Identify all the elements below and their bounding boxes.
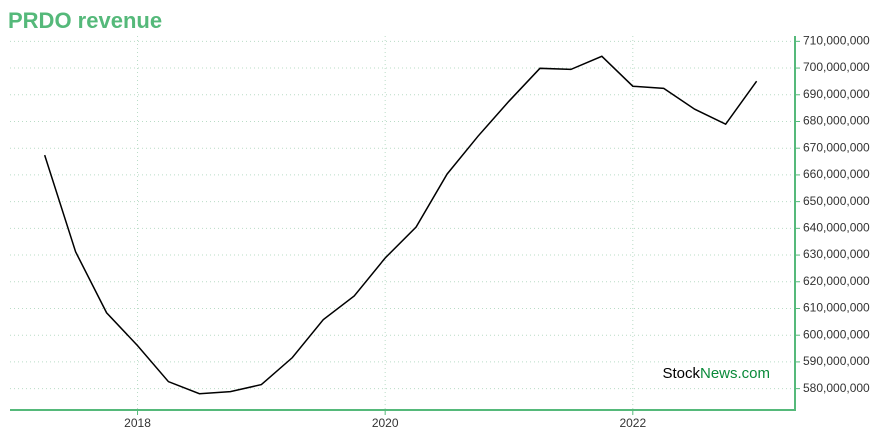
chart-title: PRDO revenue: [8, 8, 162, 33]
x-tick-label: 2020: [372, 416, 399, 430]
watermark: StockNews.com: [662, 365, 770, 382]
watermark-news: News.com: [700, 365, 770, 382]
y-tick-label: 630,000,000: [803, 247, 870, 261]
y-tick-label: 670,000,000: [803, 140, 870, 154]
watermark-stock: Stock: [662, 365, 700, 382]
y-tick-label: 600,000,000: [803, 327, 870, 341]
y-tick-label: 710,000,000: [803, 34, 870, 48]
y-tick-label: 680,000,000: [803, 114, 870, 128]
y-tick-label: 660,000,000: [803, 167, 870, 181]
y-tick-label: 650,000,000: [803, 194, 870, 208]
y-tick-label: 690,000,000: [803, 87, 870, 101]
y-tick-label: 590,000,000: [803, 354, 870, 368]
y-tick-label: 610,000,000: [803, 301, 870, 315]
y-tick-label: 640,000,000: [803, 221, 870, 235]
x-tick-label: 2018: [124, 416, 151, 430]
y-tick-label: 620,000,000: [803, 274, 870, 288]
x-tick-label: 2022: [619, 416, 646, 430]
line-series: [43, 55, 758, 395]
y-tick-label: 580,000,000: [803, 381, 870, 395]
y-tick-label: 700,000,000: [803, 60, 870, 74]
